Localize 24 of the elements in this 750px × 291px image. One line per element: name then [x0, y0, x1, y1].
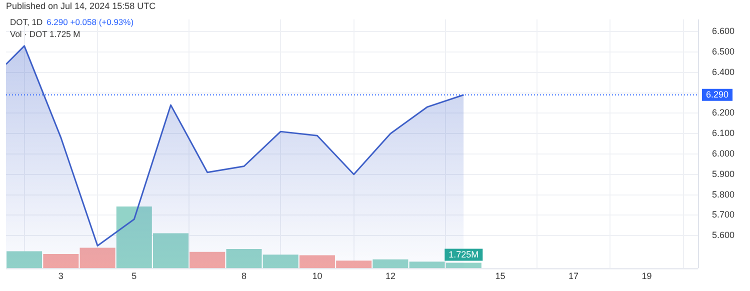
- data-label: 1.725M: [448, 249, 479, 260]
- y-tick-label: 6.100: [712, 128, 735, 138]
- y-tick-label: 6.500: [712, 46, 735, 57]
- y-tick-label: 5.900: [712, 168, 735, 179]
- x-tick-label: 15: [495, 271, 506, 282]
- x-tick-label: 3: [58, 271, 64, 282]
- chart-title: DOT, 1D: [10, 17, 43, 27]
- y-tick-label: 5.600: [712, 230, 735, 240]
- y-tick-label: 6.600: [712, 26, 735, 36]
- x-tick-label: 5: [132, 271, 137, 282]
- y-tick-label: 6.000: [712, 148, 735, 158]
- annotation: Vol · DOT 1.725 M: [10, 28, 82, 40]
- y-tick-label: 5.800: [712, 189, 735, 200]
- annotation: 6.290 +0.058 (+0.93%): [46, 17, 134, 27]
- x-tick-label: 12: [385, 271, 396, 282]
- x-tick-label: 10: [312, 271, 322, 282]
- y-tick-label: 6.400: [712, 66, 735, 77]
- x-tick-label: 19: [642, 271, 652, 282]
- y-tick-label: 6.200: [712, 108, 735, 118]
- text: Published on Jul 14, 2024 15:58 UTC: [6, 1, 156, 11]
- y-tick-label: 5.700: [712, 210, 735, 220]
- x-tick-label: 17: [568, 271, 579, 282]
- x-tick-label: 8: [241, 271, 246, 282]
- ref-line-label: 6.290: [706, 89, 729, 100]
